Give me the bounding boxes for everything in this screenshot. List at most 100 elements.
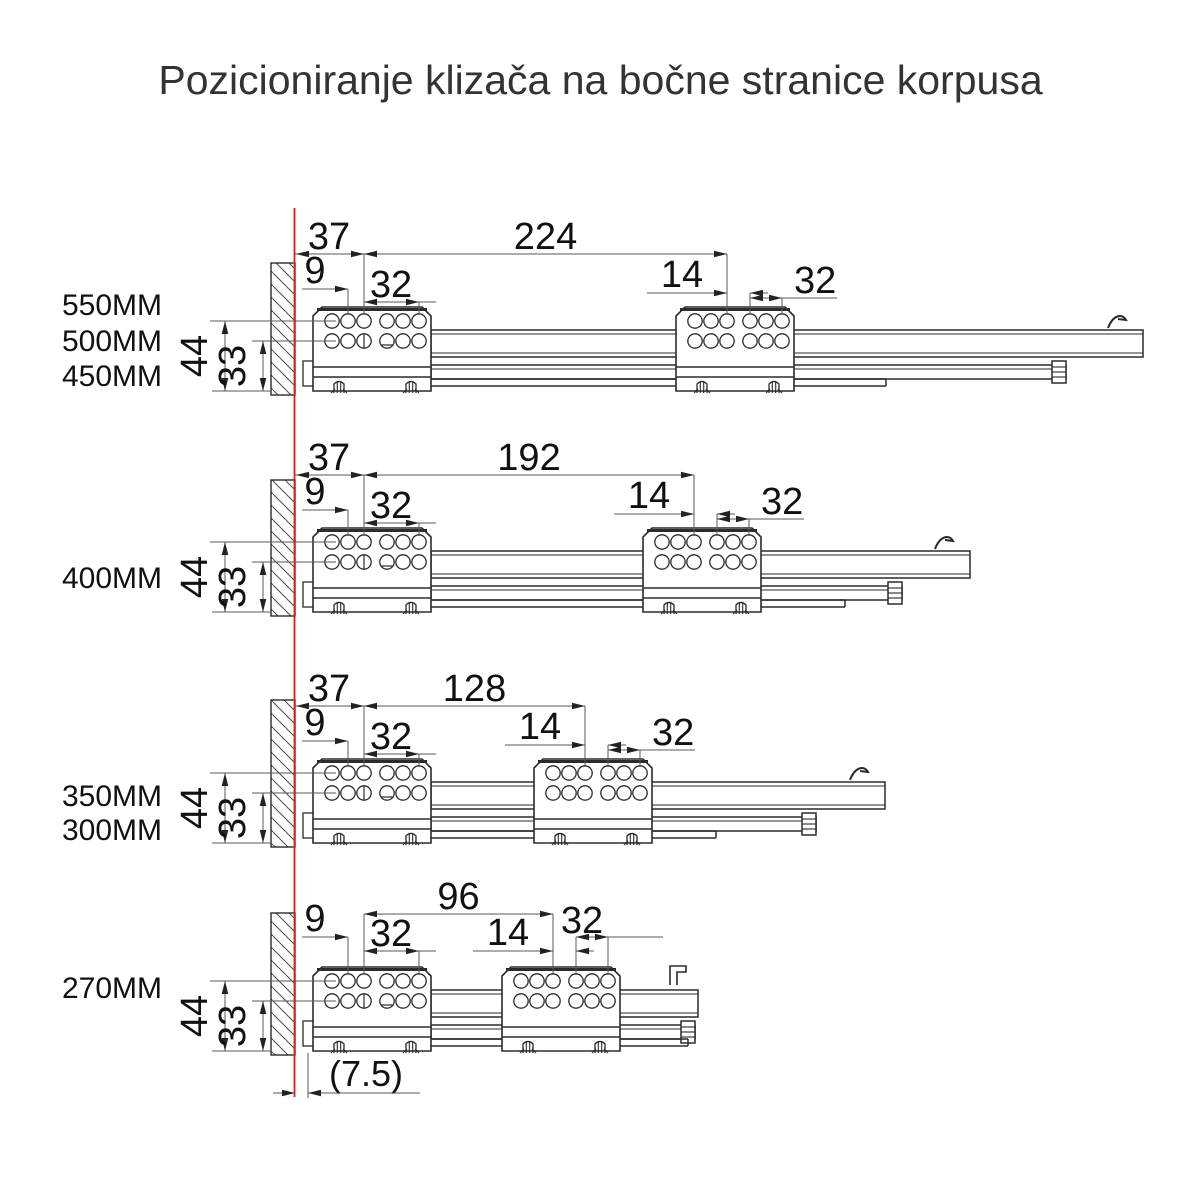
dim-arrow [364, 519, 377, 527]
mounting-hole [529, 973, 545, 989]
mounting-hole [703, 333, 719, 349]
mounting-hole [600, 785, 616, 801]
mounting-hole [411, 554, 427, 570]
dim-14: 14 [487, 912, 529, 954]
mounting-hole [632, 785, 648, 801]
dim-arrow [364, 947, 377, 955]
mounting-hole [545, 765, 561, 781]
dim-arrow [736, 515, 749, 523]
mounting-hole [774, 333, 790, 349]
dim-arrow [364, 298, 377, 306]
mounting-hole [561, 765, 577, 781]
mounting-hole [379, 973, 395, 989]
dim-32-left: 32 [370, 913, 412, 955]
mounting-hole [379, 554, 395, 570]
dim-32-right: 32 [561, 900, 603, 942]
dim-arrow [259, 1038, 267, 1051]
dim-span: 224 [514, 216, 577, 258]
mounting-hole [687, 313, 703, 329]
dim-arrow [259, 1001, 267, 1014]
dim-span: 192 [497, 437, 560, 479]
dim-arrow [335, 285, 348, 293]
dim-arrow [364, 250, 377, 258]
dim-44: 44 [174, 787, 216, 829]
mounting-hole [686, 554, 702, 570]
mounting-bracket [642, 527, 762, 613]
mounting-hole [356, 554, 372, 570]
mounting-hole [741, 554, 757, 570]
dim-arrow [259, 830, 267, 843]
mounting-hole [577, 785, 593, 801]
mounting-hole [670, 534, 686, 550]
mounting-hole [395, 554, 411, 570]
mounting-hole [411, 785, 427, 801]
dim-arrow [351, 471, 364, 479]
dim-arrow [221, 378, 229, 391]
dim-arrow [681, 510, 694, 518]
dim-14: 14 [628, 475, 670, 517]
mounting-hole [395, 313, 411, 329]
dim-arrow [750, 294, 763, 302]
dim-arrow [221, 1038, 229, 1051]
dim-arrow [572, 702, 585, 710]
mounting-bracket [312, 306, 432, 392]
dim-33: 33 [212, 797, 254, 839]
dim-arrow [221, 542, 229, 555]
mounting-hole [340, 333, 356, 349]
dim-arrow [221, 321, 229, 334]
mounting-hole [703, 313, 719, 329]
mounting-hole [600, 993, 616, 1009]
dim-arrow [769, 294, 782, 302]
dim-arrow [364, 910, 377, 918]
dim-arrow [259, 378, 267, 391]
mounting-hole [395, 993, 411, 1009]
dim-9: 9 [304, 471, 325, 513]
dim-44: 44 [174, 556, 216, 598]
mounting-hole [379, 313, 395, 329]
mounting-hole [340, 785, 356, 801]
dim-14: 14 [661, 254, 703, 296]
mounting-hole [379, 765, 395, 781]
dim-37: 37 [308, 216, 350, 258]
dim-arrow [540, 947, 553, 955]
dim-span: 128 [443, 668, 506, 710]
mounting-hole [395, 534, 411, 550]
top-dimensions: 37 192 9 32 14 32 [295, 437, 804, 536]
dim-14: 14 [519, 706, 561, 748]
release-lever-icon [1107, 315, 1128, 329]
mounting-hole [742, 333, 758, 349]
dim-arrow [221, 981, 229, 994]
dim-arrow [296, 250, 309, 258]
dim-9: 9 [304, 898, 325, 940]
mounting-hole [670, 554, 686, 570]
mounting-hole [411, 993, 427, 1009]
mounting-hole [758, 313, 774, 329]
dim-44: 44 [174, 995, 216, 1037]
dim-arrow [259, 599, 267, 612]
dim-arrow [406, 519, 419, 527]
mounting-hole [725, 534, 741, 550]
mounting-hole [379, 333, 395, 349]
mounting-hole [568, 993, 584, 1009]
mounting-hole [356, 993, 372, 1009]
mounting-hole [584, 973, 600, 989]
dim-arrow [595, 933, 608, 941]
mounting-hole [356, 333, 372, 349]
dim-arrow [282, 1089, 295, 1097]
mounting-hole [395, 765, 411, 781]
dim-32-right: 32 [794, 260, 836, 302]
mounting-hole [395, 785, 411, 801]
mounting-hole [411, 333, 427, 349]
dim-37: 37 [308, 437, 350, 479]
size-label: 300MM [62, 814, 162, 847]
mounting-bracket [312, 527, 432, 613]
dim-arrow [335, 737, 348, 745]
mounting-hole [529, 993, 545, 1009]
dim-arrow [296, 471, 309, 479]
dim-arrow [576, 947, 589, 955]
